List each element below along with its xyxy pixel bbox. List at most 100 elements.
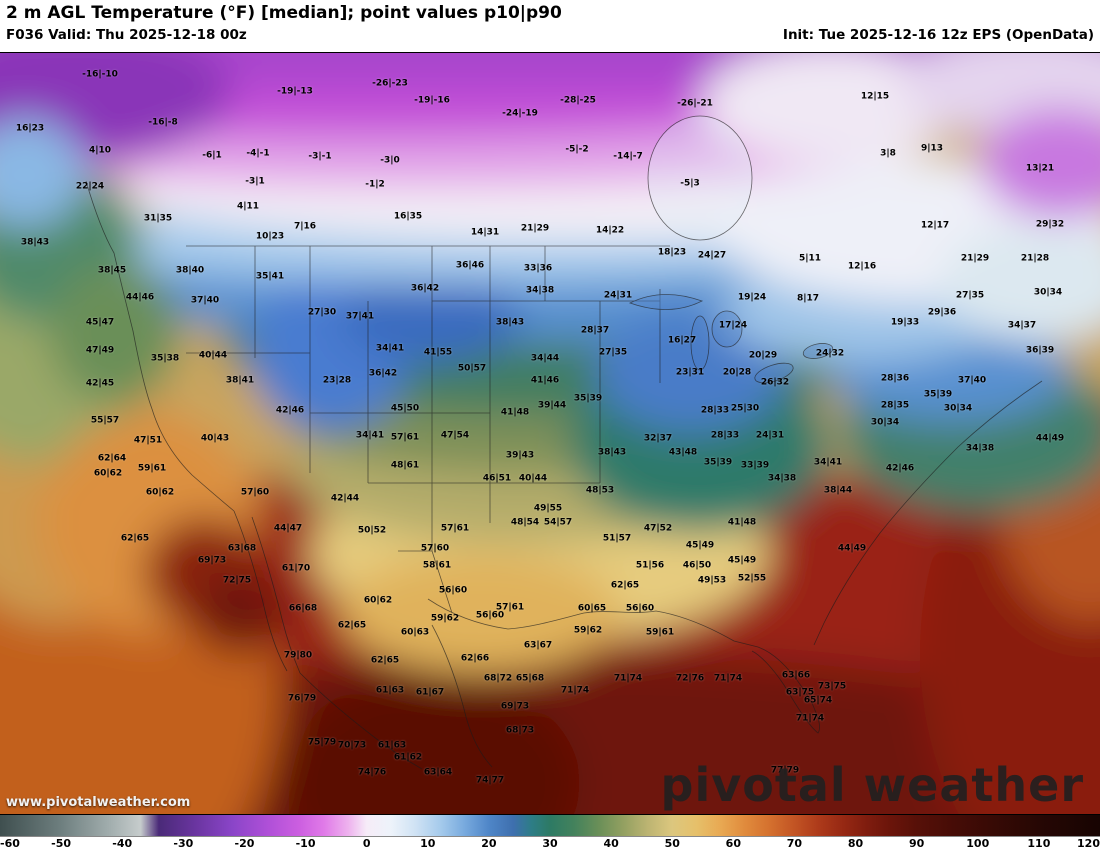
- point-value: 16|35: [393, 211, 423, 222]
- colorbar-tick-label: 40: [603, 837, 619, 850]
- point-value: -5|-2: [565, 144, 589, 155]
- point-value: 77|79: [770, 765, 800, 776]
- point-value: -16|-10: [82, 69, 118, 80]
- point-value: 61|63: [377, 740, 407, 751]
- point-value: 70|73: [337, 740, 367, 751]
- point-value: 38|43: [495, 317, 525, 328]
- point-value: 40|44: [518, 473, 548, 484]
- point-value: -19|-16: [414, 95, 450, 106]
- point-value: 27|35: [955, 290, 985, 301]
- point-value: 41|48: [727, 517, 757, 528]
- point-value: 20|29: [748, 350, 778, 361]
- point-value: 61|63: [375, 685, 405, 696]
- point-value: 22|24: [75, 181, 105, 192]
- point-value: 72|76: [675, 673, 705, 684]
- point-value: 63|66: [781, 670, 811, 681]
- point-value: -14|-7: [613, 151, 643, 162]
- point-value: 40|43: [200, 433, 230, 444]
- colorbar-tick-label: -60: [0, 837, 20, 850]
- point-value: 21|29: [960, 253, 990, 264]
- point-value: 38|43: [597, 447, 627, 458]
- point-value: 35|41: [255, 271, 285, 282]
- point-value: 38|41: [225, 375, 255, 386]
- point-value: 42|46: [275, 405, 305, 416]
- point-value: 59|61: [645, 627, 675, 638]
- point-value: 52|55: [737, 573, 767, 584]
- point-value: 28|36: [880, 373, 910, 384]
- point-value: -1|2: [365, 179, 385, 190]
- colorbar-tick-label: 90: [909, 837, 925, 850]
- point-value: 46|50: [682, 560, 712, 571]
- point-value: 35|39: [923, 389, 953, 400]
- point-value: -3|1: [245, 176, 265, 187]
- point-value: 50|57: [457, 363, 487, 374]
- point-value: 29|36: [927, 307, 957, 318]
- point-value: 34|41: [375, 343, 405, 354]
- point-value: 44|47: [273, 523, 303, 534]
- point-value: 9|13: [920, 143, 944, 154]
- point-value: 60|65: [577, 603, 607, 614]
- point-value: 14|31: [470, 227, 500, 238]
- point-value: 13|21: [1025, 163, 1055, 174]
- point-value: 51|57: [602, 533, 632, 544]
- point-value: 19|33: [890, 317, 920, 328]
- point-value: 56|60: [475, 610, 505, 621]
- point-value: 30|34: [1033, 287, 1063, 298]
- point-value: 34|38: [965, 443, 995, 454]
- point-value: 48|53: [585, 485, 615, 496]
- point-value: 44|49: [1035, 433, 1065, 444]
- point-value: 34|38: [525, 285, 555, 296]
- point-value: 30|34: [870, 417, 900, 428]
- point-value: 35|38: [150, 353, 180, 364]
- point-value: 4|10: [88, 145, 112, 156]
- colorbar-tick-label: -40: [112, 837, 133, 850]
- point-value: 48|54: [510, 517, 540, 528]
- point-value: 62|65: [370, 655, 400, 666]
- point-value: 36|42: [410, 283, 440, 294]
- point-value: 45|50: [390, 403, 420, 414]
- point-value: 75|79: [307, 737, 337, 748]
- point-value: 34|37: [1007, 320, 1037, 331]
- point-value: 25|30: [730, 403, 760, 414]
- temperature-colorbar: -60 -50 -40 -30 -20 -10 0 10 20 30 40 50 60 70 80 90 100…: [0, 815, 1100, 850]
- map-boundaries: [85, 115, 1043, 770]
- point-value: 61|62: [393, 752, 423, 763]
- point-value: 37|41: [345, 311, 375, 322]
- point-value: 45|49: [727, 555, 757, 566]
- point-value: 62|65: [120, 533, 150, 544]
- point-value: 36|46: [455, 260, 485, 271]
- website-url: www.pivotalweather.com: [6, 795, 191, 810]
- point-value: -5|3: [680, 178, 700, 189]
- point-value: 34|41: [813, 457, 843, 468]
- point-value: -6|1: [202, 150, 222, 161]
- point-value: 34|38: [767, 473, 797, 484]
- point-value: 28|37: [580, 325, 610, 336]
- point-value: -28|-25: [560, 95, 596, 106]
- point-value: 3|8: [880, 148, 896, 159]
- point-value: 63|75: [785, 687, 815, 698]
- point-value: 24|31: [603, 290, 633, 301]
- point-value: 65|74: [803, 695, 833, 706]
- point-value: 57|61: [495, 602, 525, 613]
- point-value: 28|35: [880, 400, 910, 411]
- colorbar-tick-label: 70: [786, 837, 803, 850]
- colorbar-tick-label: -30: [173, 837, 194, 850]
- model-init-text: Init: Tue 2025-12-16 12z EPS (OpenData): [782, 26, 1094, 43]
- point-value: 60|62: [93, 468, 123, 479]
- point-value: -3|-1: [308, 151, 332, 162]
- point-value: 37|40: [190, 295, 220, 306]
- point-value: 21|29: [520, 223, 550, 234]
- point-value: 42|44: [330, 493, 360, 504]
- colorbar-tick-label: 30: [542, 837, 558, 850]
- colorbar-tick-label: -50: [51, 837, 72, 850]
- colorbar-tick-label: 60: [725, 837, 741, 850]
- point-value: 50|52: [357, 525, 387, 536]
- colorbar-tick-label: 80: [847, 837, 864, 850]
- point-value: 60|62: [145, 487, 175, 498]
- point-value: 4|11: [236, 201, 260, 212]
- colorbar-tick-label: 110: [1027, 837, 1051, 850]
- point-value: 27|35: [598, 347, 628, 358]
- point-value: 17|24: [718, 320, 748, 331]
- point-value: 57|61: [440, 523, 470, 534]
- point-value: 44|49: [837, 543, 867, 554]
